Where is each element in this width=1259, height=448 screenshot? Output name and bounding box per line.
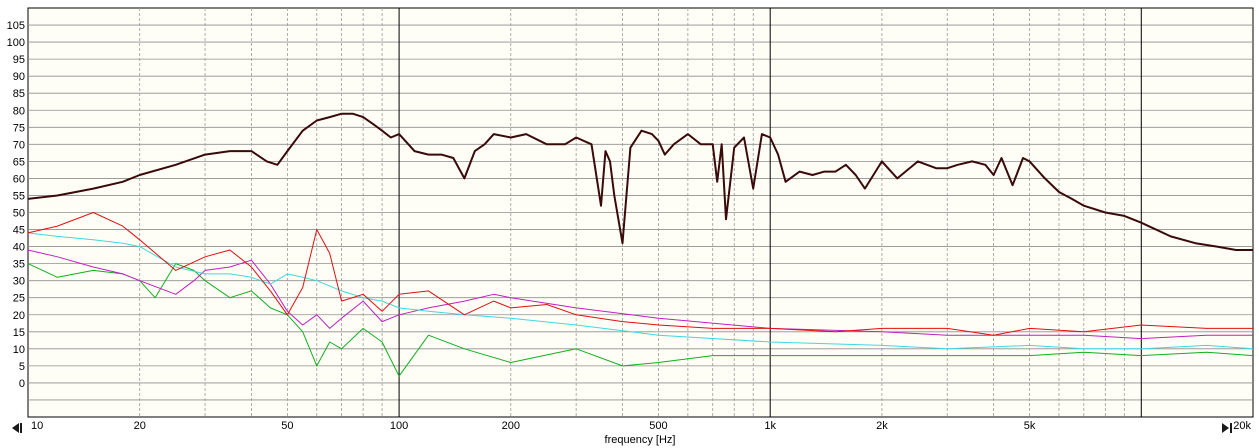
- x-tick-label: 20: [134, 420, 146, 432]
- y-tick-label: 75: [13, 122, 25, 134]
- scroll-left-button[interactable]: [12, 423, 22, 433]
- x-tick-label: 5k: [1024, 420, 1036, 432]
- x-tick-label: 100: [390, 420, 408, 432]
- tick-labels: 0 5 10 15 20 25 30 35 40 45 50 55 60 65 70 75 80 85 90 95 10…: [7, 20, 1252, 432]
- x-tick-label: 200: [502, 420, 520, 432]
- series-line: [27, 112, 1253, 251]
- y-tick-label: 60: [13, 173, 25, 185]
- scroll-left-bar: [20, 423, 22, 433]
- series-line: [27, 232, 1254, 350]
- x-tick-label: 50: [281, 420, 293, 432]
- series-line: [27, 263, 1254, 377]
- y-tick-label: 10: [13, 344, 25, 356]
- y-tick-label: 95: [13, 54, 25, 66]
- y-tick-label: 55: [13, 190, 25, 202]
- x-tick-label: 2k: [876, 420, 888, 432]
- x-tick-label: 1k: [764, 420, 776, 432]
- series-line: [27, 249, 1253, 340]
- arrow-left-icon: [1222, 423, 1229, 433]
- y-tick-label: 80: [13, 105, 25, 117]
- x-tick-label: 10: [31, 420, 43, 432]
- y-tick-label: 45: [13, 225, 25, 237]
- y-tick-label: 0: [19, 378, 25, 390]
- y-tick-label: 65: [13, 156, 25, 168]
- x-axis-label: frequency [Hz]: [605, 434, 676, 446]
- y-tick-label: 105: [7, 20, 25, 32]
- y-tick-label: 100: [7, 37, 25, 49]
- y-tick-label: 30: [13, 276, 25, 288]
- y-tick-label: 20: [13, 310, 25, 322]
- y-tick-label: 25: [13, 293, 25, 305]
- y-tick-label: 70: [13, 139, 25, 151]
- arrow-left-icon: [12, 423, 19, 433]
- y-tick-label: 40: [13, 242, 25, 254]
- y-tick-label: 50: [13, 208, 25, 220]
- y-tick-label: 90: [13, 71, 25, 83]
- scroll-right-bar: [1230, 423, 1232, 433]
- grid: [28, 8, 1253, 417]
- x-tick-label: 20k: [1233, 420, 1251, 432]
- series-line: [27, 212, 1253, 336]
- y-tick-label: 5: [19, 361, 25, 373]
- series-layer: [27, 112, 1254, 377]
- y-tick-label: 35: [13, 259, 25, 271]
- x-tick-label: 500: [649, 420, 667, 432]
- y-tick-label: 15: [13, 327, 25, 339]
- scroll-right-button[interactable]: [1222, 423, 1232, 433]
- y-tick-label: 85: [13, 88, 25, 100]
